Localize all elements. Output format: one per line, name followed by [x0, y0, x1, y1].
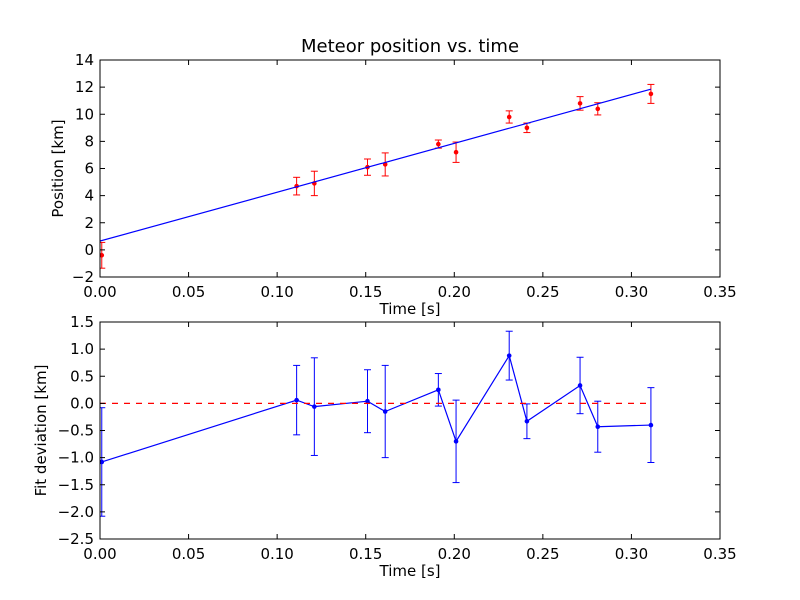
position-x-tick-label: 0.00 — [83, 283, 116, 301]
deviation-panel: 0.00 0.05 0.10 0.15 0.20 0.25 0.30 0.35 −2.5 −2.0… — [32, 313, 737, 580]
deviation-data-point — [595, 424, 601, 430]
position-panel: Meteor position vs. time 0.00 0.05 0.10 0.1… — [49, 36, 737, 318]
deviation-y-tick-label: −0.5 — [58, 422, 94, 440]
position-data-point — [595, 106, 601, 112]
position-x-tick-label: 0.15 — [349, 283, 382, 301]
deviation-data-point — [382, 409, 388, 414]
deviation-data-layer — [100, 330, 655, 517]
position-ticks: 0.00 0.05 0.10 0.15 0.20 0.25 0.30 0.35 −2 0 2 4 6 8 1… — [72, 51, 737, 301]
deviation-y-tick-label: 1.5 — [70, 313, 94, 331]
position-y-tick-label: 0 — [84, 241, 94, 259]
position-x-axis-label: Time [s] — [379, 300, 441, 318]
position-y-tick-label: −2 — [72, 268, 94, 286]
position-y-tick-label: 4 — [84, 187, 94, 205]
deviation-axes-frame — [99, 321, 721, 540]
position-data-point — [506, 114, 512, 120]
deviation-x-tick-label: 0.30 — [615, 545, 648, 563]
position-y-tick-label: 10 — [75, 105, 94, 123]
position-data-point — [100, 253, 105, 258]
deviation-x-tick-label: 0.00 — [83, 545, 116, 563]
position-x-tick-label: 0.10 — [260, 283, 293, 301]
deviation-data-point — [312, 404, 317, 409]
chart-title: Meteor position vs. time — [301, 36, 519, 57]
position-data-point — [436, 141, 441, 147]
deviation-data-point — [453, 439, 459, 444]
deviation-data-point — [506, 353, 512, 358]
deviation-ticks: 0.00 0.05 0.10 0.15 0.20 0.25 0.30 0.35 −2.5 −2.0… — [58, 313, 737, 563]
position-y-axis-label: Position [km] — [49, 119, 67, 217]
deviation-x-tick-label: 0.15 — [349, 545, 382, 563]
position-y-tick-label: 12 — [75, 78, 94, 96]
position-y-tick-label: 6 — [84, 160, 94, 178]
position-y-tick-label: 2 — [84, 214, 94, 232]
deviation-x-tick-label: 0.05 — [172, 545, 205, 563]
position-y-tick-label: 14 — [75, 51, 94, 69]
position-data-point — [577, 101, 583, 106]
deviation-x-tick-label: 0.10 — [260, 545, 293, 563]
deviation-data-point — [436, 387, 441, 393]
deviation-y-axis-label: Fit deviation [km] — [32, 365, 50, 497]
deviation-y-tick-label: −1.0 — [58, 449, 94, 467]
deviation-x-tick-label: 0.25 — [526, 545, 559, 563]
deviation-data-point — [524, 418, 530, 424]
position-y-tick-label: 8 — [84, 132, 94, 150]
position-fit-line — [100, 88, 652, 242]
deviation-y-tick-label: 0.0 — [70, 394, 94, 412]
deviation-data-point — [577, 383, 583, 388]
position-x-tick-label: 0.20 — [438, 283, 471, 301]
deviation-data-point — [648, 422, 654, 428]
position-axes-frame — [99, 59, 721, 278]
position-x-tick-label: 0.30 — [615, 283, 648, 301]
deviation-y-tick-label: −2.0 — [58, 503, 94, 521]
position-data-point — [453, 149, 459, 155]
position-plot-area — [100, 83, 655, 269]
deviation-data-point — [100, 459, 105, 465]
position-x-tick-label: 0.05 — [172, 283, 205, 301]
deviation-series-line — [101, 354, 651, 463]
position-data-layer — [100, 83, 655, 269]
deviation-data-point — [365, 398, 370, 404]
deviation-y-tick-label: 1.0 — [70, 340, 94, 358]
position-x-tick-label: 0.25 — [526, 283, 559, 301]
position-data-point — [648, 91, 654, 97]
deviation-data-point — [294, 397, 299, 403]
position-data-point — [524, 125, 530, 131]
deviation-y-tick-label: 0.5 — [70, 367, 94, 385]
position-x-tick-label: 0.35 — [703, 283, 736, 301]
deviation-x-tick-label: 0.20 — [438, 545, 471, 563]
deviation-y-tick-label: −1.5 — [58, 476, 94, 494]
deviation-plot-area — [100, 330, 655, 517]
deviation-x-axis-label: Time [s] — [379, 562, 441, 580]
deviation-y-tick-label: −2.5 — [58, 530, 94, 548]
deviation-x-tick-label: 0.35 — [703, 545, 736, 563]
